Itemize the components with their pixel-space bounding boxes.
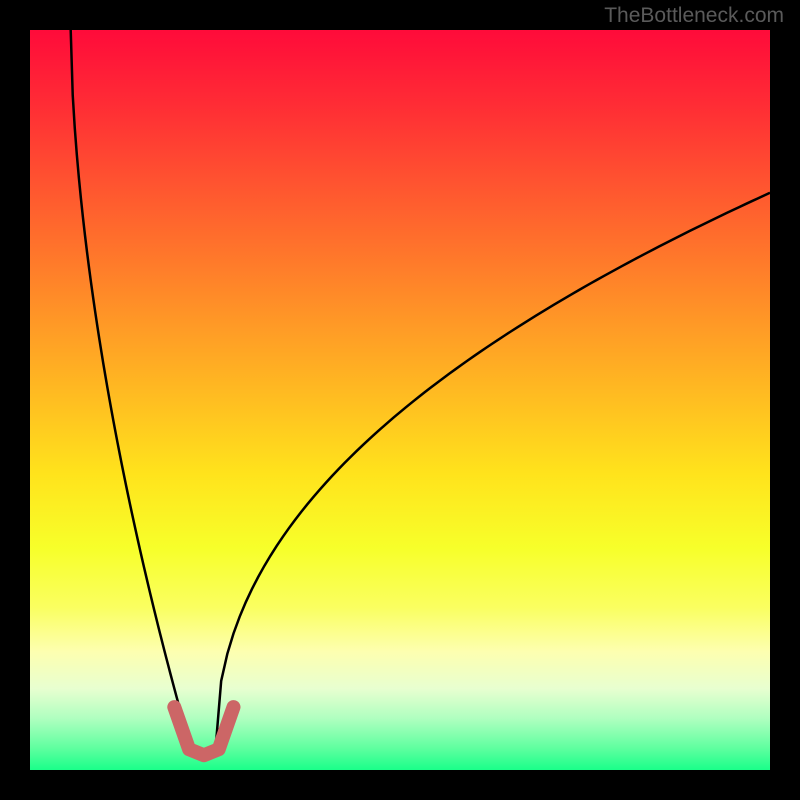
bottleneck-chart: TheBottleneck.com — [0, 0, 800, 800]
frame-border — [0, 770, 800, 800]
watermark-text: TheBottleneck.com — [604, 4, 784, 28]
frame-border — [0, 0, 30, 800]
plot-background — [30, 30, 770, 770]
chart-svg — [0, 0, 800, 800]
frame-border — [770, 0, 800, 800]
